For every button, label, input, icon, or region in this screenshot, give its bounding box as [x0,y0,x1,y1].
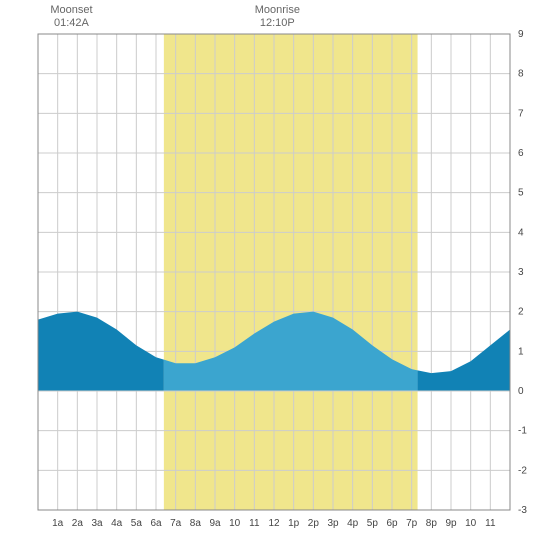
x-tick-label: 7a [170,518,182,529]
x-tick-label: 7p [406,518,418,529]
x-tick-label: 11 [485,518,496,529]
x-tick-label: 6a [150,518,162,529]
x-tick-label: 2a [72,518,84,529]
y-tick-label: -2 [518,465,527,476]
x-tick-label: 1p [288,518,300,529]
moonrise-time: 12:10P [260,17,295,29]
y-tick-label: 2 [518,307,524,318]
y-tick-label: 0 [518,386,524,397]
y-tick-label: 7 [518,108,524,119]
y-tick-label: 8 [518,69,524,80]
moonset-label: Moonset 01:42A [41,4,101,30]
y-tick-label: 5 [518,188,524,199]
x-tick-label: 11 [249,518,260,529]
moonset-time: 01:42A [54,17,89,29]
y-tick-label: 9 [518,29,524,40]
x-tick-label: 1a [52,518,64,529]
x-tick-label: 10 [229,518,241,529]
moonrise-title: Moonrise [255,4,300,16]
x-tick-label: 12 [268,518,280,529]
tide-chart: Moonset 01:42A Moonrise 12:10P -3-2-1012… [0,0,550,550]
x-tick-label: 9a [209,518,221,529]
x-tick-label: 5a [131,518,143,529]
moonrise-label: Moonrise 12:10P [247,4,307,30]
y-tick-label: 4 [518,227,524,238]
y-tick-label: 1 [518,346,524,357]
x-tick-label: 8a [190,518,202,529]
x-tick-label: 3a [91,518,103,529]
moonset-title: Moonset [50,4,92,16]
y-tick-label: -1 [518,426,527,437]
y-tick-label: 3 [518,267,524,278]
x-tick-label: 2p [308,518,320,529]
x-tick-label: 3p [327,518,339,529]
x-tick-label: 4p [347,518,359,529]
y-tick-label: 6 [518,148,524,159]
x-tick-label: 4a [111,518,123,529]
x-tick-label: 10 [465,518,477,529]
x-tick-label: 6p [386,518,398,529]
x-tick-label: 8p [426,518,438,529]
chart-svg: -3-2-101234567891a2a3a4a5a6a7a8a9a101112… [0,0,550,550]
y-tick-label: -3 [518,505,527,516]
x-tick-label: 5p [367,518,379,529]
x-tick-label: 9p [445,518,457,529]
